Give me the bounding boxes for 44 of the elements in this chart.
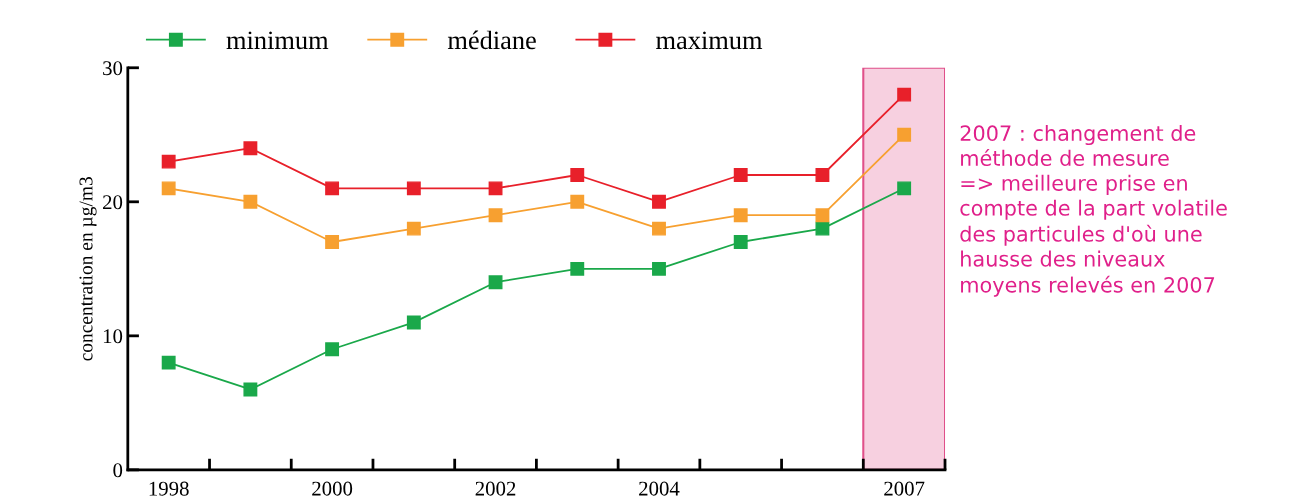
point bbox=[161, 355, 176, 370]
point bbox=[325, 235, 340, 249]
y-tick-label: 20 bbox=[103, 195, 123, 210]
y-tick-label: 0 bbox=[113, 463, 123, 478]
point bbox=[161, 154, 176, 169]
point bbox=[570, 168, 585, 182]
legend-label: médiane bbox=[447, 30, 536, 50]
point bbox=[733, 235, 748, 249]
point bbox=[733, 168, 748, 182]
point bbox=[406, 181, 421, 196]
text: 2007 : changement de méthode de mesure => meilleure prise en compte de la part volatile des particules d'où une hausse des niveaux moyens relevés en 2007 bbox=[960, 124, 1227, 297]
point bbox=[815, 221, 830, 236]
x-tick-label: 2002 bbox=[475, 481, 516, 496]
point bbox=[243, 382, 258, 397]
legend-label: minimum bbox=[226, 31, 329, 50]
x-tick-label: 2007 bbox=[884, 481, 925, 496]
point bbox=[488, 275, 503, 290]
x-tick-label: 1998 bbox=[149, 481, 189, 496]
point bbox=[406, 221, 421, 236]
point bbox=[243, 141, 258, 156]
point bbox=[570, 194, 585, 209]
point bbox=[488, 181, 503, 196]
point bbox=[897, 127, 912, 142]
x-tick-label: 2000 bbox=[312, 481, 353, 496]
point bbox=[325, 342, 340, 357]
point bbox=[897, 181, 912, 196]
point bbox=[406, 315, 421, 330]
point bbox=[733, 208, 748, 223]
point bbox=[488, 208, 503, 223]
point bbox=[243, 194, 258, 209]
legend-label: maximum bbox=[656, 31, 763, 50]
point bbox=[897, 87, 912, 102]
y-tick-label: 30 bbox=[103, 61, 123, 76]
point bbox=[325, 181, 340, 196]
point bbox=[652, 261, 666, 276]
point bbox=[815, 208, 830, 223]
point bbox=[652, 221, 666, 236]
x-tick-label: 2004 bbox=[639, 481, 680, 496]
point bbox=[652, 194, 666, 209]
y-tick-label: 10 bbox=[103, 329, 123, 344]
point bbox=[570, 261, 585, 276]
y-axis-title: concentration en µg/m3 bbox=[79, 177, 97, 361]
point bbox=[815, 168, 830, 182]
point bbox=[161, 181, 176, 196]
